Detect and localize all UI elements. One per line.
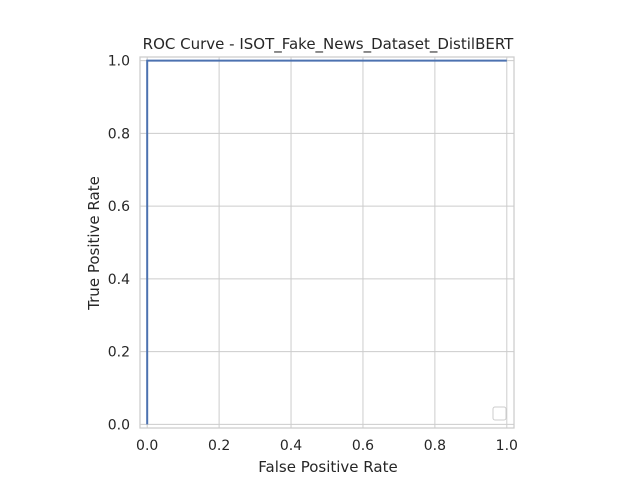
- y-tick-label: 0.2: [108, 345, 130, 361]
- series-layer: [146, 59, 507, 425]
- roc-curve-line: [146, 59, 507, 425]
- plot-frame: [139, 56, 515, 429]
- grid: [140, 57, 514, 428]
- x-tick-label: 0.6: [352, 438, 374, 454]
- y-tick-labels: 0.0 0.2 0.4 0.6 0.8 1.0: [108, 54, 130, 434]
- y-tick-label: 0.4: [108, 272, 130, 288]
- y-tick-label: 0.8: [108, 126, 130, 142]
- x-tick-label: 0.2: [208, 438, 230, 454]
- x-tick-label: 0.4: [280, 438, 302, 454]
- x-tick-label: 1.0: [496, 438, 518, 454]
- y-tick-label: 0.0: [108, 417, 130, 433]
- x-tick-label: 0.8: [424, 438, 446, 454]
- x-tick-labels: 0.0 0.2 0.4 0.6 0.8 1.0: [136, 438, 518, 454]
- y-axis-label: True Positive Rate: [85, 176, 103, 311]
- y-tick-label: 0.6: [108, 199, 130, 215]
- x-tick-label: 0.0: [136, 438, 158, 454]
- x-axis-label: False Positive Rate: [258, 458, 397, 476]
- y-tick-label: 1.0: [108, 54, 130, 70]
- legend-box: [492, 406, 507, 421]
- chart-title: ROC Curve - ISOT_Fake_News_Dataset_Disti…: [143, 35, 515, 54]
